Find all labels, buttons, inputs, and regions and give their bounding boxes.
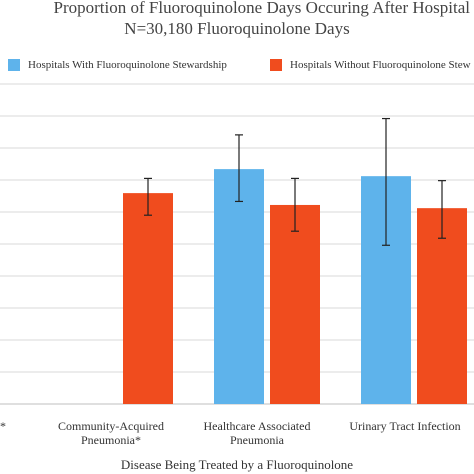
x-tick-label: Healthcare Associated Pneumonia (182, 419, 332, 447)
x-tick-label-line: Pneumonia* (81, 433, 141, 447)
bar-without-stewardship (417, 208, 467, 404)
legend-swatch-without-stewardship (270, 59, 282, 71)
x-tick-label: * (0, 419, 12, 433)
x-tick-label: Urinary Tract Infection (330, 419, 474, 433)
legend-label-with-stewardship: Hospitals With Fluoroquinolone Stewardsh… (28, 59, 227, 71)
x-tick-label-line: * (0, 419, 6, 433)
x-tick-label-line: Healthcare Associated (203, 419, 311, 433)
x-tick-label-line: Pneumonia (230, 433, 284, 447)
x-tick-label-line: Urinary Tract Infection (349, 419, 461, 433)
bar-without-stewardship (270, 204, 320, 404)
legend-item-with-stewardship: Hospitals With Fluoroquinolone Stewardsh… (8, 58, 227, 72)
bar-with-stewardship (214, 169, 264, 404)
x-axis-title: Disease Being Treated by a Fluoroquinolo… (120, 457, 354, 472)
x-tick-label-line: Community-Acquired (58, 419, 164, 433)
bar-without-stewardship (123, 193, 173, 404)
legend-item-without-stewardship: Hospitals Without Fluoroquinolone Stew (270, 58, 471, 72)
chart-subtitle: N=30,180 Fluoroquinolone Days (124, 19, 350, 38)
legend-label-without-stewardship: Hospitals Without Fluoroquinolone Stew (290, 59, 471, 71)
chart-title: Proportion of Fluoroquinolone Days Occur… (53, 0, 474, 17)
legend-swatch-with-stewardship (8, 59, 20, 71)
x-tick-label: Community-Acquired Pneumonia* (36, 419, 186, 447)
